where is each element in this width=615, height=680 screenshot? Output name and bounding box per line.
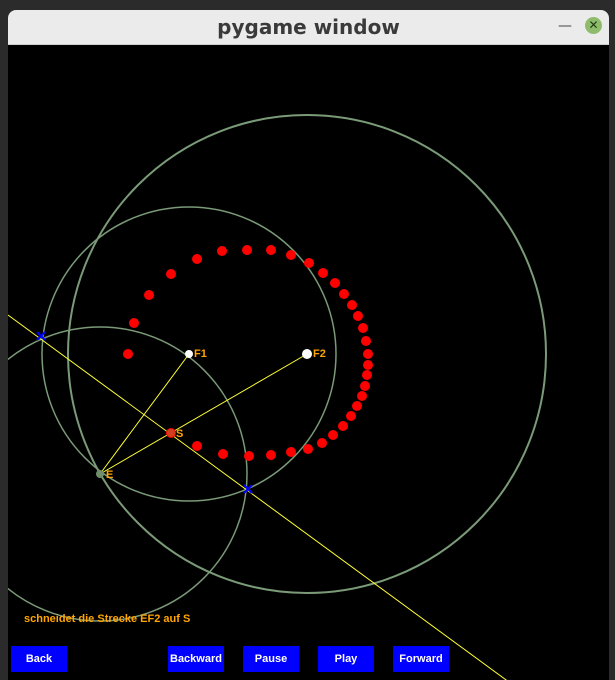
directrix-circle bbox=[67, 114, 547, 594]
label-s: S bbox=[176, 428, 184, 440]
label-f2: F2 bbox=[313, 348, 326, 360]
back-button[interactable]: Back bbox=[11, 646, 67, 672]
segment-e-f2 bbox=[99, 353, 308, 475]
window-title: pygame window bbox=[217, 15, 400, 39]
backward-button[interactable]: Backward bbox=[168, 646, 224, 672]
point-s bbox=[167, 429, 175, 437]
close-icon[interactable]: ✕ bbox=[585, 17, 602, 34]
ellipse-dots bbox=[123, 245, 373, 461]
pygame-window: pygame window — ✕ bbox=[8, 10, 609, 680]
pause-button[interactable]: Pause bbox=[243, 646, 299, 672]
title-bar: pygame window — ✕ bbox=[8, 10, 609, 45]
intersection-marker-bottom bbox=[243, 484, 253, 494]
label-f1: F1 bbox=[194, 348, 207, 360]
forward-button[interactable]: Forward bbox=[393, 646, 449, 672]
play-button[interactable]: Play bbox=[318, 646, 374, 672]
intersection-marker-top bbox=[36, 331, 46, 341]
bisector-line bbox=[8, 314, 508, 680]
focus-f2-point bbox=[302, 349, 312, 359]
label-e: E bbox=[106, 469, 114, 481]
status-text: schneidet die Strecke EF2 auf S bbox=[24, 613, 191, 625]
circle-around-f1 bbox=[41, 206, 337, 502]
segment-e-f1 bbox=[99, 353, 190, 475]
circle-around-e bbox=[8, 326, 248, 622]
geometry-canvas bbox=[8, 114, 547, 680]
point-e bbox=[96, 470, 104, 478]
focus-f1-point bbox=[185, 350, 193, 358]
minimize-icon[interactable]: — bbox=[558, 18, 572, 34]
